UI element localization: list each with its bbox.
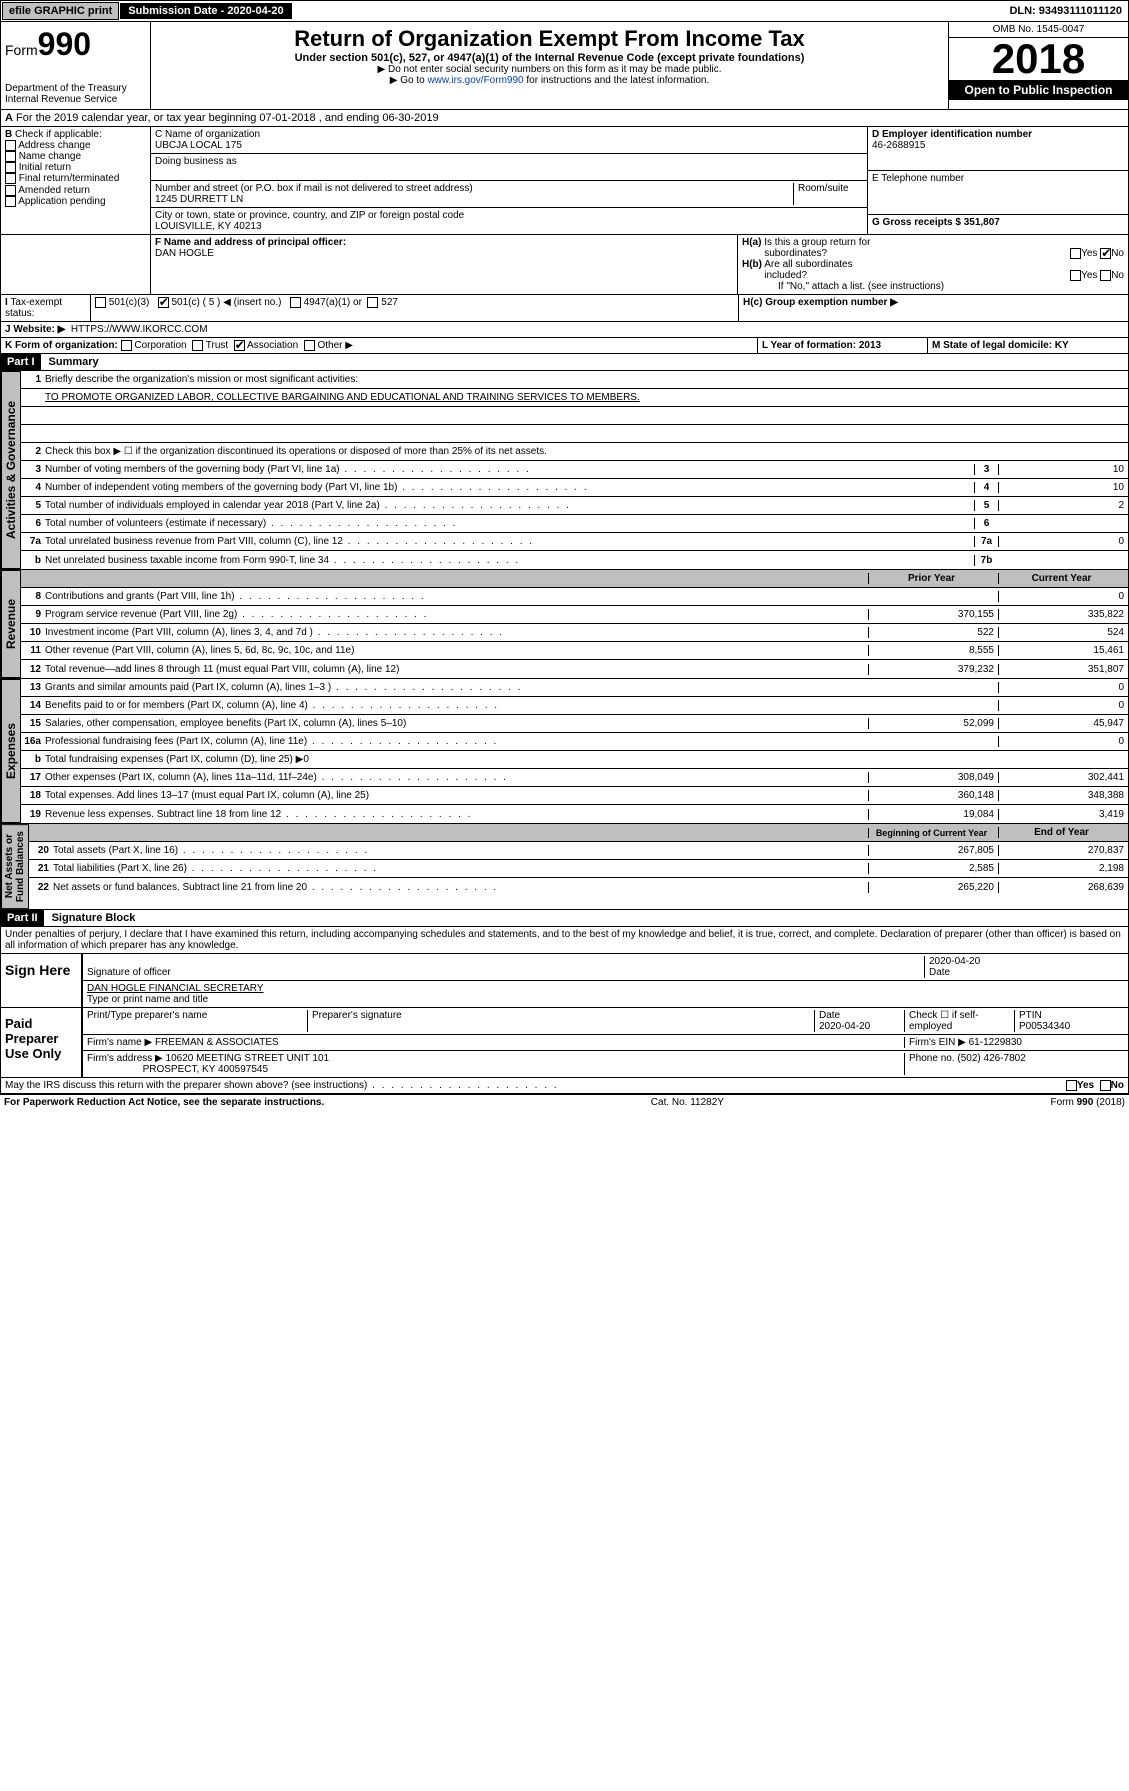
revenue-section: Revenue Prior YearCurrent Year 8Contribu… [0, 570, 1129, 679]
part2-header: Part II Signature Block [0, 910, 1129, 927]
firm-phone: (502) 426-7802 [957, 1053, 1025, 1064]
m-label: M State of legal domicile: KY [932, 340, 1069, 351]
cb-trust[interactable]: Trust [206, 340, 228, 351]
ein: 46-2688915 [872, 140, 925, 151]
section-fh: F Name and address of principal officer:… [0, 235, 1129, 295]
mission: TO PROMOTE ORGANIZED LABOR, COLLECTIVE B… [45, 392, 1128, 403]
discuss-row: May the IRS discuss this return with the… [0, 1078, 1129, 1094]
line5-val: 2 [998, 500, 1128, 511]
dba-label: Doing business as [155, 156, 237, 167]
sig-date: 2020-04-20 [929, 956, 980, 967]
cb-assoc[interactable]: Association [247, 340, 298, 351]
open-public: Open to Public Inspection [949, 80, 1128, 100]
part1-header: Part I Summary [0, 354, 1129, 371]
note-1: ▶ Do not enter social security numbers o… [155, 64, 944, 75]
org-city: LOUISVILLE, KY 40213 [155, 221, 262, 232]
sign-here: Sign Here Signature of officer 2020-04-2… [0, 954, 1129, 1008]
irs-link[interactable]: www.irs.gov/Form990 [427, 75, 523, 86]
submission-date: Submission Date - 2020-04-20 [120, 3, 291, 19]
col-prior: Prior Year [868, 573, 998, 584]
net-assets-section: Net Assets or Fund Balances Beginning of… [0, 824, 1129, 910]
col-eoy: End of Year [998, 827, 1128, 838]
tab-exp: Expenses [1, 679, 21, 823]
h-a: H(a) Is this a group return for subordin… [742, 237, 870, 259]
activities-governance: Activities & Governance 1Briefly describ… [0, 371, 1129, 570]
room-label: Room/suite [793, 183, 863, 205]
officer-name-title: DAN HOGLE FINANCIAL SECRETARY [87, 983, 264, 994]
h-b: H(b) Are all subordinates included? [742, 259, 853, 281]
f-label: F Name and address of principal officer: [155, 237, 346, 248]
col-bcy: Beginning of Current Year [868, 828, 998, 838]
addr-label: Number and street (or P.O. box if mail i… [155, 183, 473, 194]
website[interactable]: HTTPS://WWW.IKORCC.COM [71, 324, 208, 335]
cb-501c[interactable]: 501(c) ( 5 ) ◀ (insert no.) [171, 297, 281, 308]
dept: Department of the Treasury Internal Reve… [5, 83, 146, 105]
form-title: Return of Organization Exempt From Incom… [155, 26, 944, 52]
sig-officer-label: Signature of officer [87, 967, 171, 978]
ptin: P00534340 [1019, 1021, 1070, 1032]
tab-na: Net Assets or Fund Balances [1, 824, 29, 909]
k-label: K Form of organization: [5, 340, 118, 351]
g-label: G Gross receipts $ 351,807 [872, 217, 1000, 228]
org-address: 1245 DURRETT LN [155, 194, 243, 205]
l-label: L Year of formation: 2013 [762, 340, 881, 351]
self-emp-check[interactable]: Check ☐ if self-employed [904, 1010, 1014, 1032]
col-current: Current Year [998, 573, 1128, 584]
firm-addr: 10620 MEETING STREET UNIT 101 [166, 1053, 330, 1064]
c-name-label: C Name of organization [155, 129, 260, 140]
section-a: A For the 2019 calendar year, or tax yea… [0, 110, 1129, 127]
cb-initial[interactable]: Initial return [19, 162, 71, 173]
cb-4947[interactable]: 4947(a)(1) or [304, 297, 362, 308]
efile-btn[interactable]: efile GRAPHIC print [2, 2, 119, 20]
form-subtitle: Under section 501(c), 527, or 4947(a)(1)… [155, 52, 944, 64]
expenses-section: Expenses 13Grants and similar amounts pa… [0, 679, 1129, 824]
form-header: Form990 Department of the Treasury Inter… [0, 22, 1129, 110]
section-bcdefg: B Check if applicable: Address change Na… [0, 127, 1129, 235]
cb-corp[interactable]: Corporation [134, 340, 186, 351]
officer-name: DAN HOGLE [155, 248, 214, 259]
cb-final[interactable]: Final return/terminated [19, 174, 120, 185]
note-2: ▶ Go to www.irs.gov/Form990 for instruct… [155, 75, 944, 86]
city-label: City or town, state or province, country… [155, 210, 464, 221]
h-b-if: If "No," attach a list. (see instruction… [742, 281, 944, 292]
cb-name[interactable]: Name change [19, 151, 81, 162]
line7a-val: 0 [998, 536, 1128, 547]
perjury-decl: Under penalties of perjury, I declare th… [0, 927, 1129, 954]
paid-preparer: Paid Preparer Use Only Print/Type prepar… [0, 1008, 1129, 1078]
prep-date: 2020-04-20 [819, 1021, 870, 1032]
dln: DLN: 93493111011120 [1003, 3, 1128, 19]
cb-amended[interactable]: Amended return [18, 185, 90, 196]
cb-527[interactable]: 527 [381, 297, 398, 308]
section-j: J Website: ▶ HTTPS://WWW.IKORCC.COM [0, 322, 1129, 338]
cb-other[interactable]: Other ▶ [317, 340, 352, 351]
tax-year: 2018 [949, 38, 1128, 80]
cb-address[interactable]: Address change [18, 140, 90, 151]
firm-name: FREEMAN & ASSOCIATES [155, 1037, 279, 1048]
tab-rev: Revenue [1, 570, 21, 678]
firm-ein: 61-1229830 [969, 1037, 1022, 1048]
cb-501c3[interactable]: 501(c)(3) [109, 297, 150, 308]
footer: For Paperwork Reduction Act Notice, see … [0, 1094, 1129, 1110]
section-i: I Tax-exempt status: 501(c)(3) 501(c) ( … [0, 295, 1129, 322]
h-c: H(c) Group exemption number ▶ [743, 297, 898, 308]
prep-sig-label: Preparer's signature [307, 1010, 814, 1032]
line3-val: 10 [998, 464, 1128, 475]
line4-val: 10 [998, 482, 1128, 493]
d-label: D Employer identification number [872, 129, 1032, 140]
prep-name-label: Print/Type preparer's name [87, 1010, 307, 1032]
form-number: Form990 [5, 26, 146, 63]
top-bar: efile GRAPHIC print Submission Date - 20… [0, 0, 1129, 22]
tab-ag: Activities & Governance [1, 371, 21, 569]
section-klm: K Form of organization: Corporation Trus… [0, 338, 1129, 354]
org-name: UBCJA LOCAL 175 [155, 140, 242, 151]
cb-app-pending[interactable]: Application pending [18, 196, 105, 207]
b-label: Check if applicable: [15, 129, 102, 140]
e-label: E Telephone number [872, 173, 964, 184]
